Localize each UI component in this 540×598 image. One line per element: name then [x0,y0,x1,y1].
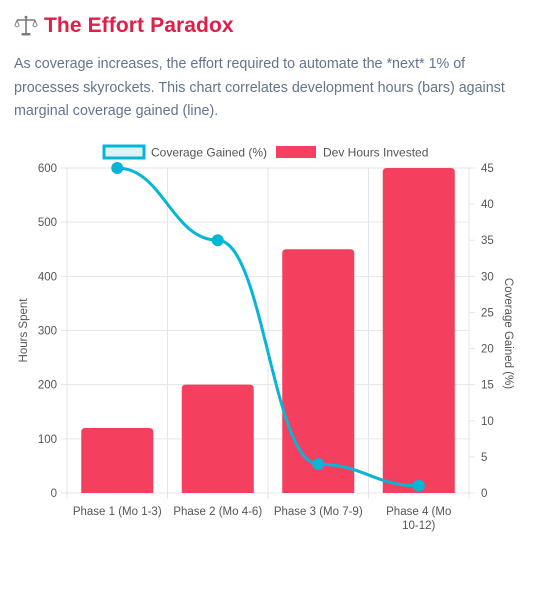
y2-tick-label: 30 [481,271,494,283]
y2-tick-label: 45 [481,163,494,175]
x-tick-label: Phase 3 (Mo 7-9) [274,506,363,518]
bars [81,168,455,493]
y2-tick-label: 40 [481,199,494,211]
legend-swatch-coverage[interactable] [102,144,146,160]
bar-dev-hours[interactable] [282,249,355,493]
y-axis-title: Hours Spent [18,298,30,363]
y2-tick-label: 5 [481,452,487,464]
legend[interactable]: Coverage Gained (%) Dev Hours Invested [102,144,428,160]
x-tick-label: Phase 4 (Mo 10-12) [386,506,451,532]
y-tick-label: 300 [38,326,57,338]
y2-tick-label: 15 [481,380,494,392]
coverage-point[interactable] [111,162,124,174]
y-tick-label: 400 [38,271,57,283]
balance-scale-icon [14,15,38,36]
legend-label-coverage[interactable]: Coverage Gained (%) [151,146,267,160]
bar-dev-hours[interactable] [181,384,254,493]
coverage-point[interactable] [412,479,425,492]
header: The Effort Paradox [14,14,234,38]
y2-tick-label: 20 [481,344,494,356]
y-tick-label: 600 [38,163,57,175]
chart-title: The Effort Paradox [44,14,234,37]
coverage-point[interactable] [312,458,325,471]
bar-dev-hours[interactable] [81,428,154,493]
y-tick-label: 200 [38,380,57,392]
y2-tick-label: 35 [481,235,494,247]
y2-axis-title: Coverage Gained (%) [502,278,514,389]
y2-tick-label: 25 [481,307,494,319]
x-tick-label: Phase 2 (Mo 4-6) [173,506,262,518]
legend-swatch-dev-hours[interactable] [276,146,316,158]
chart-description: As coverage increases, the effort requir… [14,56,505,119]
coverage-line-path [117,166,419,488]
y-tick-label: 100 [38,434,57,446]
y2-tick-label: 0 [481,488,487,500]
legend-label-dev-hours[interactable]: Dev Hours Invested [323,146,428,160]
y-tick-label: 0 [51,488,57,500]
axis-ticks: 0 100 200 300 400 500 600 0 5 10 15 20 25 30 35 40 45 Pha… [38,163,494,532]
coverage-point[interactable] [211,234,224,247]
x-tick-label: Phase 1 (Mo 1-3) [73,506,162,518]
bar-dev-hours[interactable] [382,168,455,493]
y-tick-label: 500 [38,217,57,229]
coverage-line [111,162,425,492]
y2-tick-label: 10 [481,416,494,428]
